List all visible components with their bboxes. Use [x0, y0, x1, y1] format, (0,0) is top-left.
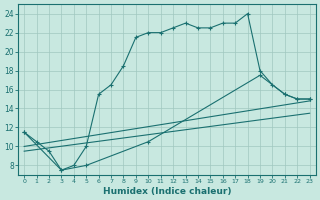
X-axis label: Humidex (Indice chaleur): Humidex (Indice chaleur): [103, 187, 231, 196]
